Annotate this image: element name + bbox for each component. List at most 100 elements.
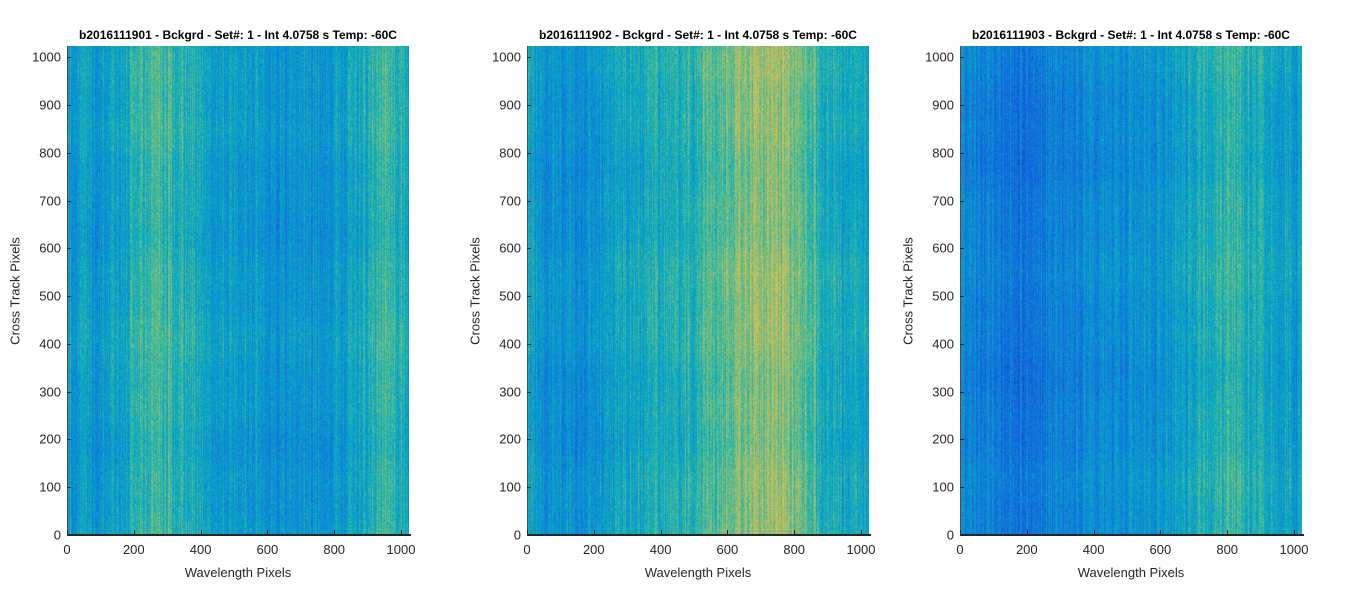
x-tick-label: 600 bbox=[256, 542, 279, 557]
y-tick-mark bbox=[527, 392, 531, 393]
x-axis-line bbox=[960, 534, 1304, 536]
x-tick-mark bbox=[594, 530, 595, 534]
y-tick-label: 0 bbox=[53, 527, 61, 543]
y-tick-mark bbox=[960, 296, 964, 297]
y-tick-label: 400 bbox=[932, 336, 954, 352]
y-tick-label: 100 bbox=[932, 479, 954, 495]
y-tick-label: 500 bbox=[932, 288, 954, 304]
y-tick-mark bbox=[67, 105, 71, 106]
x-tick-mark bbox=[794, 530, 795, 534]
y-tick-mark bbox=[527, 344, 531, 345]
y-tick-label: 1000 bbox=[32, 49, 61, 65]
x-tick-label: 800 bbox=[323, 542, 346, 557]
y-axis-line bbox=[527, 46, 528, 535]
y-tick-label: 600 bbox=[39, 240, 61, 256]
x-tick-label: 600 bbox=[1149, 542, 1172, 557]
y-tick-mark bbox=[960, 201, 964, 202]
y-tick-mark bbox=[960, 439, 964, 440]
y-tick-label: 500 bbox=[499, 288, 521, 304]
y-tick-label: 300 bbox=[499, 384, 521, 400]
y-tick-mark bbox=[960, 153, 964, 154]
x-tick-mark bbox=[960, 530, 961, 534]
chart-title: b2016111902 - Bckgrd - Set#: 1 - Int 4.0… bbox=[539, 28, 857, 42]
y-tick-mark bbox=[67, 487, 71, 488]
y-tick-label: 800 bbox=[39, 145, 61, 161]
y-axis-line bbox=[67, 46, 68, 535]
y-tick-label: 200 bbox=[932, 431, 954, 447]
x-axis-line bbox=[67, 534, 411, 536]
y-tick-label: 100 bbox=[499, 479, 521, 495]
y-tick-mark bbox=[67, 392, 71, 393]
x-tick-mark bbox=[527, 530, 528, 534]
y-tick-mark bbox=[67, 57, 71, 58]
y-axis-line bbox=[960, 46, 961, 535]
y-tick-mark bbox=[527, 248, 531, 249]
y-tick-mark bbox=[527, 439, 531, 440]
y-tick-label: 700 bbox=[39, 193, 61, 209]
x-axis-label: Wavelength Pixels bbox=[184, 565, 292, 580]
y-tick-mark bbox=[527, 201, 531, 202]
y-tick-mark bbox=[960, 57, 964, 58]
y-tick-label: 500 bbox=[39, 288, 61, 304]
y-tick-label: 100 bbox=[39, 479, 61, 495]
y-tick-label: 900 bbox=[499, 97, 521, 113]
y-tick-label: 800 bbox=[499, 145, 521, 161]
y-tick-mark bbox=[527, 57, 531, 58]
heatmap-image bbox=[67, 46, 409, 535]
y-tick-label: 700 bbox=[499, 193, 521, 209]
y-tick-label: 900 bbox=[932, 97, 954, 113]
x-tick-label: 400 bbox=[189, 542, 212, 557]
y-tick-label: 600 bbox=[932, 240, 954, 256]
y-tick-mark bbox=[527, 153, 531, 154]
y-tick-label: 900 bbox=[39, 97, 61, 113]
y-tick-label: 700 bbox=[932, 193, 954, 209]
x-tick-label: 600 bbox=[716, 542, 739, 557]
x-tick-label: 0 bbox=[523, 542, 531, 557]
x-tick-label: 400 bbox=[649, 542, 672, 557]
x-tick-label: 1000 bbox=[386, 542, 416, 557]
x-tick-label: 1000 bbox=[846, 542, 876, 557]
y-axis-label: Cross Track Pixels bbox=[900, 236, 916, 345]
chart-title: b2016111903 - Bckgrd - Set#: 1 - Int 4.0… bbox=[972, 28, 1290, 42]
x-tick-mark bbox=[661, 530, 662, 534]
x-tick-label: 0 bbox=[956, 542, 964, 557]
x-tick-mark bbox=[861, 530, 862, 534]
y-tick-label: 200 bbox=[39, 431, 61, 447]
y-tick-mark bbox=[527, 296, 531, 297]
y-tick-label: 400 bbox=[39, 336, 61, 352]
chart-title: b2016111901 - Bckgrd - Set#: 1 - Int 4.0… bbox=[79, 28, 397, 42]
y-tick-mark bbox=[67, 535, 71, 536]
y-tick-label: 300 bbox=[39, 384, 61, 400]
x-axis-label: Wavelength Pixels bbox=[644, 565, 752, 580]
y-tick-mark bbox=[960, 535, 964, 536]
heatmap-image bbox=[527, 46, 869, 535]
y-tick-label: 1000 bbox=[492, 49, 521, 65]
y-tick-mark bbox=[527, 487, 531, 488]
y-tick-mark bbox=[67, 248, 71, 249]
y-tick-label: 600 bbox=[499, 240, 521, 256]
y-tick-mark bbox=[67, 153, 71, 154]
y-tick-mark bbox=[960, 392, 964, 393]
y-tick-mark bbox=[527, 535, 531, 536]
x-tick-label: 0 bbox=[63, 542, 71, 557]
x-tick-label: 200 bbox=[582, 542, 605, 557]
y-tick-label: 300 bbox=[932, 384, 954, 400]
y-tick-mark bbox=[67, 344, 71, 345]
heatmap-image bbox=[960, 46, 1302, 535]
x-tick-mark bbox=[1094, 530, 1095, 534]
y-tick-label: 800 bbox=[932, 145, 954, 161]
x-tick-mark bbox=[1227, 530, 1228, 534]
y-tick-label: 0 bbox=[513, 527, 521, 543]
y-tick-label: 0 bbox=[946, 527, 954, 543]
y-tick-mark bbox=[67, 201, 71, 202]
x-tick-mark bbox=[727, 530, 728, 534]
x-tick-mark bbox=[134, 530, 135, 534]
x-tick-label: 400 bbox=[1082, 542, 1105, 557]
x-tick-mark bbox=[401, 530, 402, 534]
y-tick-mark bbox=[960, 105, 964, 106]
x-tick-label: 800 bbox=[783, 542, 806, 557]
x-tick-label: 800 bbox=[1216, 542, 1239, 557]
